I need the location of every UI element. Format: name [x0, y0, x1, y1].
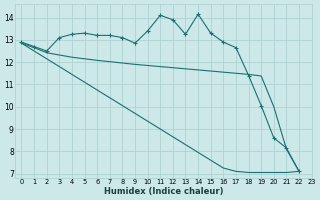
X-axis label: Humidex (Indice chaleur): Humidex (Indice chaleur) [104, 187, 223, 196]
